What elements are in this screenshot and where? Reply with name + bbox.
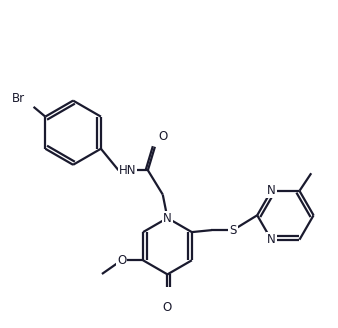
Text: O: O [163,300,172,314]
Text: N: N [267,184,276,197]
Text: Br: Br [12,92,25,105]
Text: N: N [267,233,276,246]
Text: S: S [229,224,237,236]
Text: O: O [117,254,126,267]
Text: O: O [159,130,168,143]
Text: HN: HN [119,164,136,177]
Text: N: N [163,212,172,224]
